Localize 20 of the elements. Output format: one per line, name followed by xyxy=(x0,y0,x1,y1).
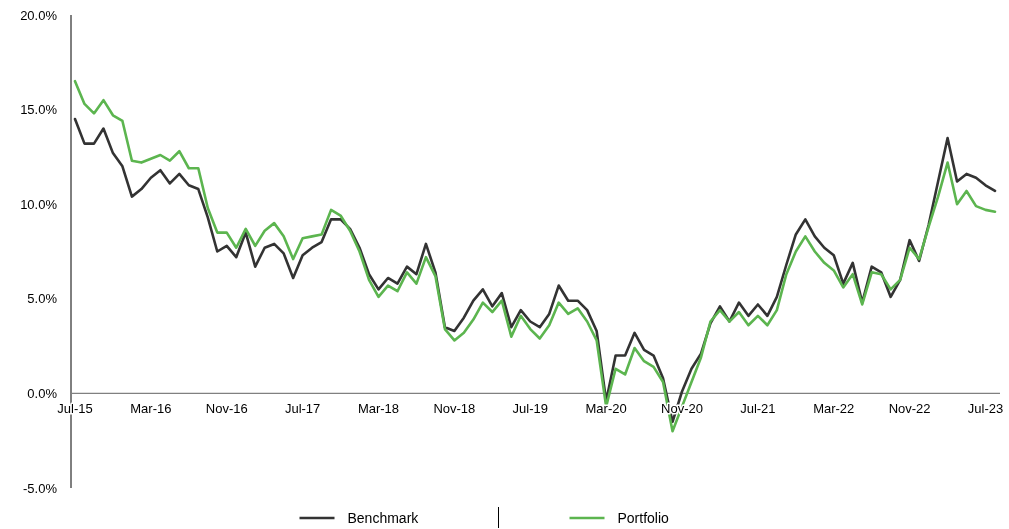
y-tick-label: 15.0% xyxy=(20,102,58,118)
x-tick-label: Nov-18 xyxy=(433,401,476,417)
x-tick-label: Nov-22 xyxy=(888,401,931,417)
y-tick-label: -5.0% xyxy=(23,480,58,496)
legend-label: Benchmark xyxy=(347,509,420,526)
x-tick-label: Jul-15 xyxy=(57,401,93,417)
y-tick-label: 5.0% xyxy=(27,291,58,307)
x-tick-label: Mar-18 xyxy=(357,401,400,417)
x-tick-label: Mar-16 xyxy=(130,401,172,417)
y-tick-label: 10.0% xyxy=(20,196,58,212)
x-tick-label: Mar-20 xyxy=(585,401,627,417)
y-tick-label: 20.0% xyxy=(20,7,58,23)
y-tick-label: 0.0% xyxy=(27,385,58,401)
legend-label: Portfolio xyxy=(617,509,670,526)
x-tick-label: Mar-22 xyxy=(813,401,855,417)
x-tick-label: Jul-19 xyxy=(512,401,548,417)
x-tick-label: Nov-16 xyxy=(205,401,248,417)
x-tick-label: Jul-21 xyxy=(740,401,776,417)
x-tick-label: Jul-17 xyxy=(284,401,321,417)
x-tick-label: Jul-23 xyxy=(967,401,1004,417)
